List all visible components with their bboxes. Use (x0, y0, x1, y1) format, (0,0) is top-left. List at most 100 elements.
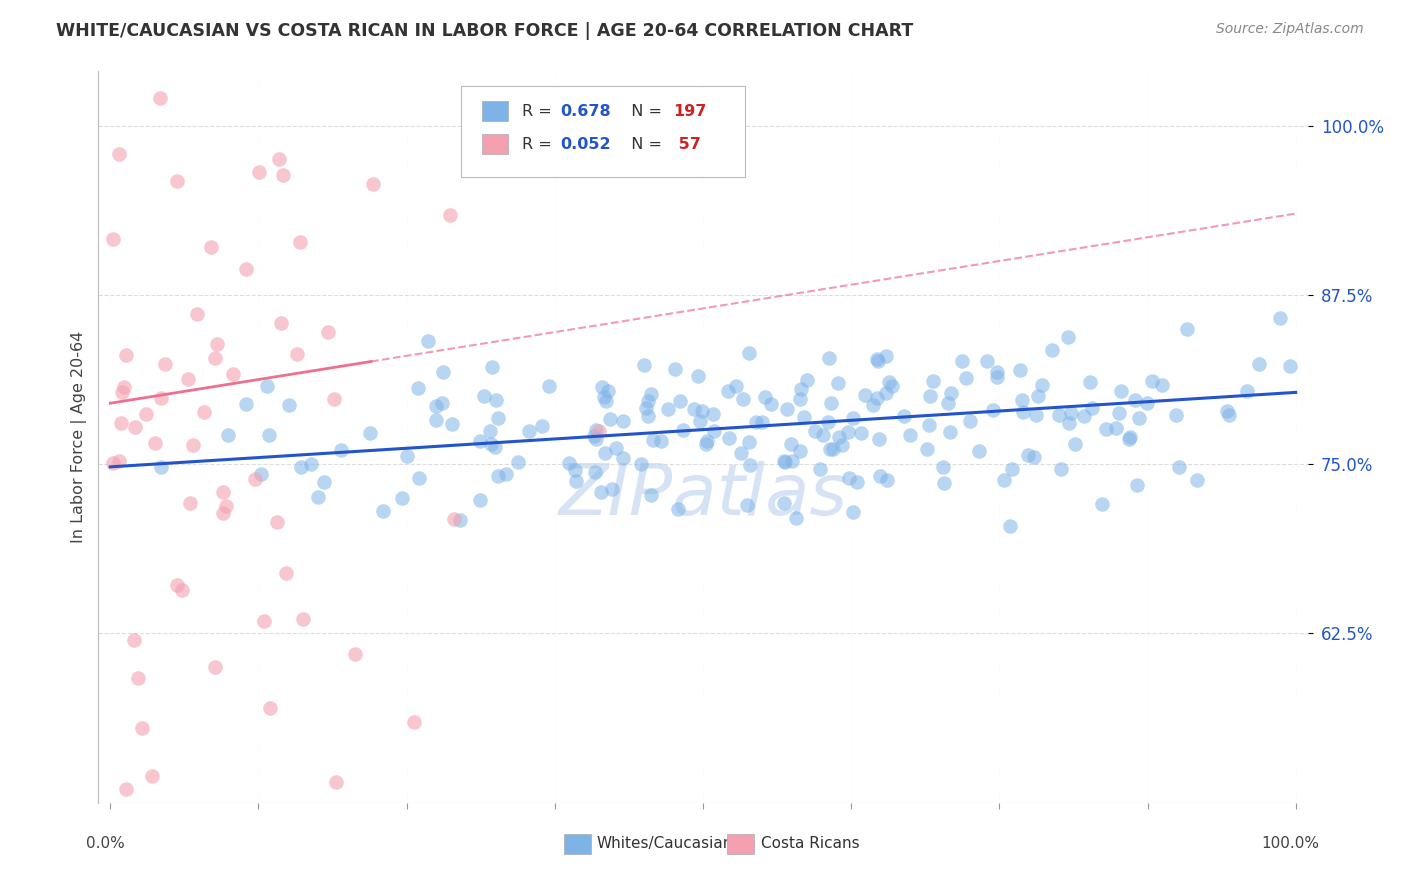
Point (391, 491, 413, 506)
Point (641, 433, 664, 447)
Point (877, 375, 900, 389)
Point (1017, 448, 1039, 462)
Point (478, 425, 501, 439)
Point (598, 384, 620, 398)
Point (288, 235, 311, 250)
Point (1166, 409, 1188, 423)
Point (735, 498, 758, 512)
Point (439, 208, 461, 222)
Point (612, 414, 634, 428)
Point (630, 458, 652, 472)
Point (1080, 401, 1102, 416)
Bar (482, 135, 509, 154)
Point (325, 775, 347, 789)
Point (773, 455, 796, 469)
Point (396, 449, 419, 463)
Point (290, 460, 312, 475)
Point (724, 378, 747, 392)
Point (759, 397, 782, 411)
Point (1140, 374, 1163, 388)
Point (274, 566, 297, 580)
Point (149, 460, 172, 475)
Point (1031, 378, 1053, 392)
Point (745, 415, 768, 429)
Point (443, 512, 465, 526)
Point (853, 388, 876, 402)
Point (112, 380, 135, 394)
Point (235, 261, 257, 276)
Point (108, 454, 131, 468)
Text: 100.0%: 100.0% (1261, 836, 1320, 851)
Point (408, 471, 430, 485)
Text: Costa Ricans: Costa Ricans (761, 837, 859, 851)
Text: 197: 197 (672, 104, 706, 120)
Point (143, 435, 166, 450)
Point (796, 373, 818, 387)
Point (299, 457, 322, 471)
Point (932, 460, 955, 475)
FancyBboxPatch shape (461, 86, 745, 178)
Point (1001, 462, 1024, 476)
Point (932, 476, 955, 491)
Point (918, 418, 941, 433)
Point (565, 474, 588, 488)
Point (200, 240, 222, 254)
Text: R =: R = (522, 104, 557, 120)
Point (204, 351, 226, 366)
Point (316, 325, 339, 339)
Bar (727, 833, 754, 854)
Point (1059, 416, 1081, 430)
Point (1047, 408, 1070, 422)
Point (217, 427, 239, 442)
Point (359, 425, 381, 440)
Point (291, 612, 314, 626)
Point (959, 414, 981, 428)
Point (818, 351, 841, 365)
Point (593, 446, 616, 460)
Point (257, 428, 280, 442)
Point (583, 465, 606, 479)
Point (1024, 450, 1046, 464)
Point (323, 392, 346, 406)
Point (939, 386, 962, 401)
Text: N =: N = (621, 104, 666, 120)
Point (1236, 384, 1258, 398)
Point (845, 475, 868, 490)
Point (204, 660, 226, 674)
Point (967, 443, 990, 458)
Point (212, 506, 235, 520)
Point (267, 152, 290, 166)
Point (866, 391, 889, 405)
Point (776, 402, 799, 417)
Point (827, 429, 849, 443)
Point (150, 391, 173, 405)
Point (485, 392, 508, 407)
Point (470, 434, 492, 449)
Point (506, 455, 529, 469)
Point (1175, 322, 1198, 336)
Point (731, 392, 754, 406)
Point (640, 387, 662, 401)
Point (789, 443, 811, 458)
Point (612, 450, 634, 465)
Point (406, 381, 429, 395)
Point (131, 721, 153, 735)
Point (936, 395, 959, 409)
Point (682, 402, 704, 417)
Point (1150, 378, 1173, 392)
Point (637, 394, 659, 409)
Point (440, 417, 463, 431)
Point (789, 392, 811, 406)
Point (486, 469, 509, 483)
Point (668, 501, 690, 516)
Point (517, 424, 540, 438)
Point (585, 432, 607, 446)
Point (101, 456, 124, 470)
Point (650, 434, 672, 449)
Text: 57: 57 (672, 137, 700, 152)
Text: WHITE/CAUCASIAN VS COSTA RICAN IN LABOR FORCE | AGE 20-64 CORRELATION CHART: WHITE/CAUCASIAN VS COSTA RICAN IN LABOR … (56, 22, 914, 40)
Point (875, 385, 897, 400)
Point (696, 434, 718, 449)
Point (1185, 473, 1208, 487)
Text: Source: ZipAtlas.com: Source: ZipAtlas.com (1216, 22, 1364, 37)
